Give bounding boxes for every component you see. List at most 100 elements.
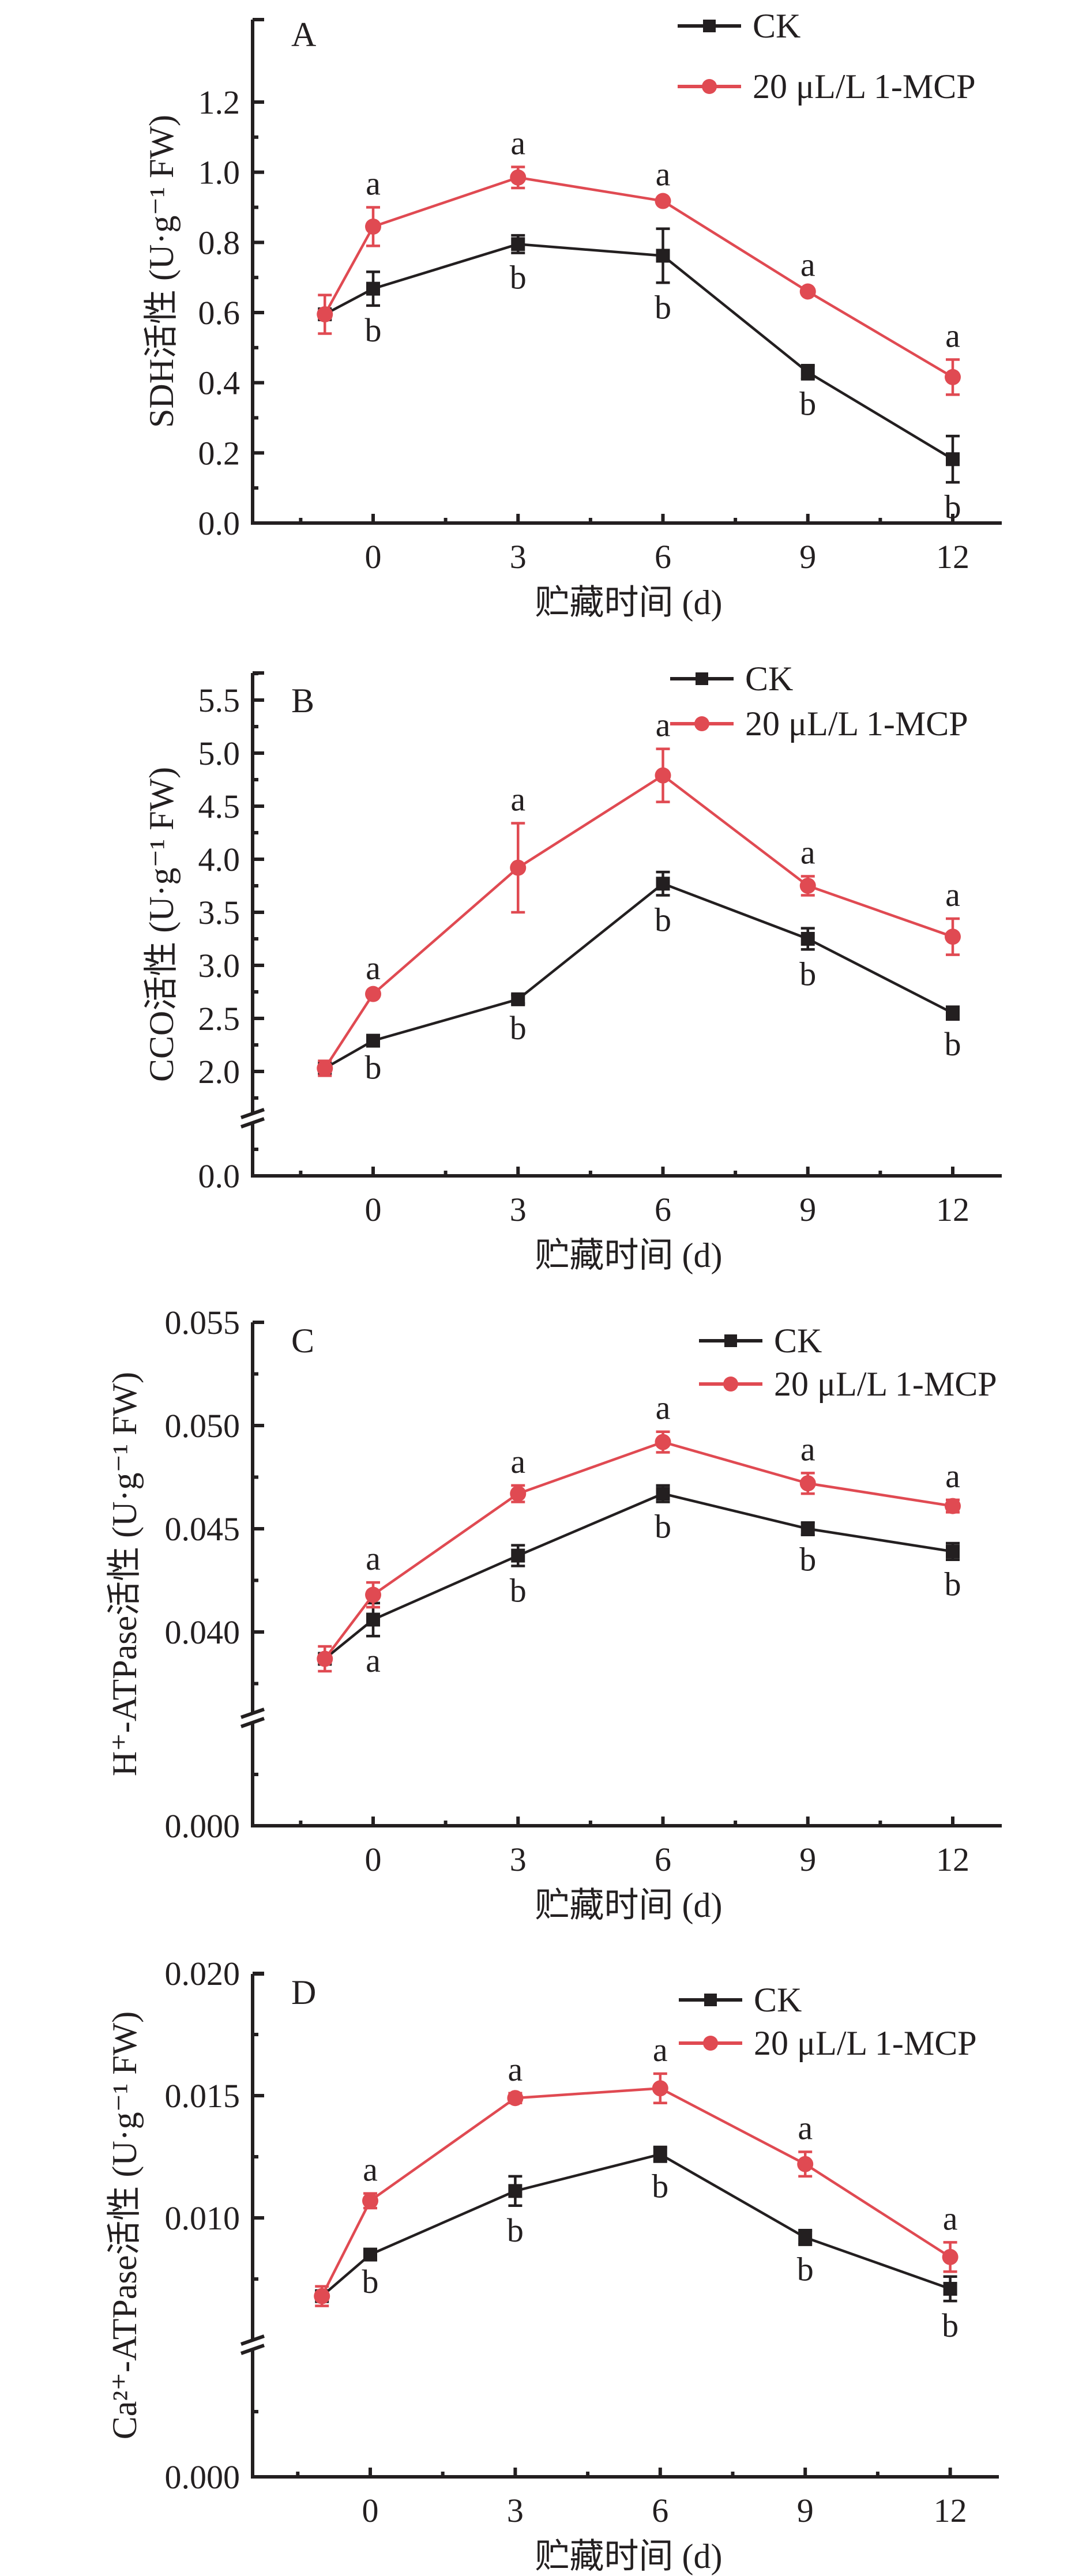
- significance-letter: a: [366, 165, 381, 202]
- legend: CK 20 μL/L 1-MCP: [670, 660, 968, 743]
- y-tick-label: 0.020: [165, 1955, 240, 1992]
- legend: CK 20 μL/L 1-MCP: [679, 1981, 977, 2062]
- x-tick-label: 9: [799, 1191, 816, 1228]
- data-point-circle: [510, 859, 527, 876]
- significance-letter: b: [365, 311, 382, 349]
- axis-break-mark: [240, 1717, 265, 1728]
- data-point-square: [656, 249, 670, 263]
- significance-letter: a: [800, 246, 815, 284]
- data-point-square: [511, 1548, 525, 1563]
- series-line: [321, 2153, 951, 2297]
- legend-marker-square: [724, 1334, 737, 1347]
- significance-letter: b: [655, 1507, 671, 1545]
- x-tick-label: 3: [510, 538, 527, 576]
- significance-letter: b: [362, 2263, 379, 2300]
- data-point-circle: [510, 169, 527, 186]
- significance-letter: b: [365, 1048, 382, 1086]
- significance-letter: a: [945, 876, 960, 913]
- x-tick-label: 12: [934, 2492, 967, 2529]
- significance-letter: b: [507, 2212, 524, 2249]
- data-point-square: [946, 452, 960, 467]
- data-point-circle: [362, 2193, 378, 2209]
- y-tick-label: 0.8: [198, 224, 240, 261]
- y-tick-label: 0.0: [198, 1157, 240, 1195]
- panel-letter: B: [291, 682, 314, 720]
- data-point-square: [653, 2147, 667, 2161]
- data-point-square: [511, 237, 525, 251]
- panel-d: 0.000 0.010 0.015 0.020 0 3 6 9 12 贮藏时间 (d) Ca²⁺-A…: [106, 1955, 999, 2575]
- data-point-circle: [314, 2288, 330, 2304]
- data-point-circle: [799, 1475, 816, 1492]
- data-point-square: [508, 2184, 523, 2198]
- data-point-square: [800, 1522, 815, 1536]
- legend-label: CK: [745, 660, 793, 698]
- significance-letter: b: [655, 288, 671, 326]
- y-tick-label: 5.0: [198, 735, 240, 772]
- series-ck: b b b b b: [318, 227, 961, 525]
- x-tick-label: 6: [652, 2492, 668, 2529]
- x-tick-label: 9: [797, 2492, 814, 2529]
- y-tick-label: 0.045: [165, 1510, 240, 1548]
- x-axis-title: 贮藏时间 (d): [535, 2537, 723, 2575]
- series-line: [321, 2086, 951, 2297]
- series-line: [324, 243, 954, 461]
- y-tick-label: 4.0: [198, 841, 240, 878]
- data-point-square: [946, 1544, 960, 1559]
- significance-letter: b: [945, 1566, 961, 1603]
- legend-label: CK: [753, 7, 800, 45]
- y-tick-label: 0.000: [165, 1807, 240, 1845]
- significance-letter: b: [799, 385, 816, 423]
- data-point-circle: [365, 218, 381, 235]
- y-tick-label: 0.6: [198, 294, 240, 332]
- significance-letter: a: [510, 125, 525, 162]
- x-tick-label: 9: [799, 538, 816, 576]
- legend-marker-square: [703, 20, 716, 32]
- data-point-square: [363, 2247, 377, 2262]
- axis-break-mark: [240, 1117, 265, 1129]
- series-ck: b b b b b: [318, 870, 961, 1086]
- y-axis-title: H⁺-ATPase活性 (U·g⁻¹ FW): [106, 1372, 144, 1776]
- data-point-circle: [945, 368, 961, 385]
- data-point-square: [656, 877, 670, 891]
- significance-letter: b: [797, 2251, 814, 2288]
- significance-letter: b: [652, 2167, 668, 2205]
- y-tick-label: 2.0: [198, 1053, 240, 1090]
- data-point-circle: [652, 2080, 668, 2097]
- data-point-circle: [945, 928, 961, 945]
- y-axis-title: Ca²⁺-ATPase活性 (U·g⁻¹ FW): [106, 2011, 144, 2440]
- y-axis-title: CCO活性 (U·g⁻¹ FW): [142, 767, 181, 1082]
- y-tick-label: 2.5: [198, 1000, 240, 1037]
- y-tick-label: 0.050: [165, 1407, 240, 1445]
- y-tick-label: 3.0: [198, 947, 240, 984]
- y-axis-title: SDH活性 (U·g⁻¹ FW): [142, 115, 181, 428]
- significance-letter: b: [799, 955, 816, 992]
- series-mcp: a a a a a: [314, 2031, 959, 2307]
- significance-letter: b: [510, 1009, 527, 1047]
- x-axis-title: 贮藏时间 (d): [535, 584, 723, 622]
- series-line: [324, 1441, 953, 1660]
- legend-label: 20 μL/L 1-MCP: [745, 705, 968, 743]
- panel-letter: D: [291, 1973, 316, 2011]
- significance-letter: a: [943, 2199, 958, 2237]
- data-point-circle: [797, 2156, 814, 2172]
- x-tick-label: 3: [507, 2492, 524, 2529]
- significance-letter: a: [366, 949, 381, 987]
- y-tick-label: 0.0: [198, 505, 240, 542]
- x-tick-label: 6: [655, 1841, 671, 1878]
- data-point-circle: [365, 1586, 381, 1603]
- data-point-square: [798, 2230, 813, 2244]
- x-tick-label: 6: [655, 1191, 671, 1228]
- y-tick-label: 0.015: [165, 2077, 240, 2115]
- y-tick-label: 0.000: [165, 2458, 240, 2496]
- panel-b: 0.0 2.0 2.5 3.0 3.5 4.0 4.5 5.0 5.5 0 3 6 9 12 贮藏时间 (d…: [142, 660, 1002, 1274]
- significance-letter: a: [656, 156, 671, 193]
- data-point-square: [656, 1487, 670, 1501]
- significance-letter: b: [510, 1571, 527, 1609]
- legend-marker-circle: [702, 79, 717, 94]
- significance-letter: a: [656, 1389, 671, 1427]
- legend: CK 20 μL/L 1-MCP: [699, 1322, 997, 1403]
- data-point-square: [943, 2281, 957, 2296]
- y-tick-label: 0.2: [198, 434, 240, 472]
- significance-letter: a: [363, 2151, 378, 2188]
